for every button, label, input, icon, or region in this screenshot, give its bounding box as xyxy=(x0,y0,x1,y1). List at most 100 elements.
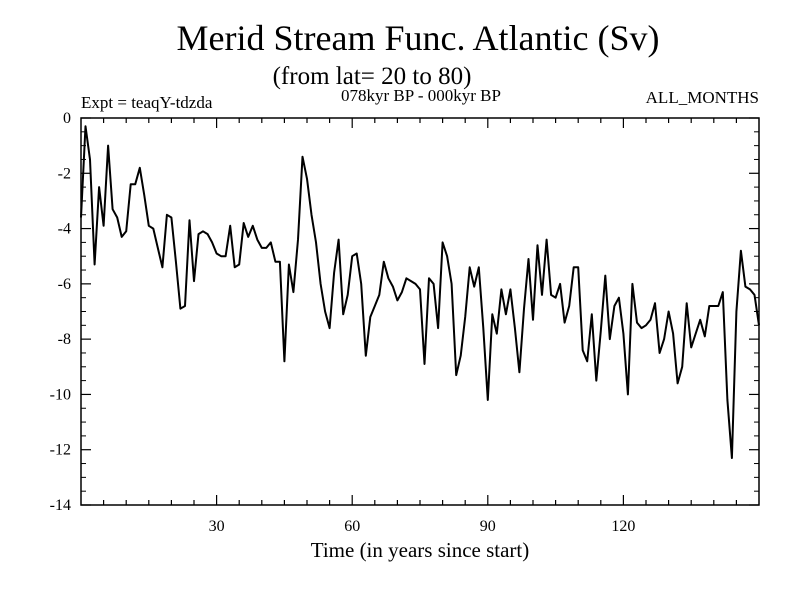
data-point xyxy=(704,335,706,337)
y-tick-label: -10 xyxy=(50,386,71,403)
data-point xyxy=(527,258,529,260)
data-point xyxy=(198,233,200,235)
data-point xyxy=(523,308,525,310)
chart-subtitle: (from lat= 20 to 80) xyxy=(273,63,472,90)
data-point xyxy=(573,266,575,268)
data-point xyxy=(487,399,489,401)
data-point xyxy=(509,288,511,290)
data-point xyxy=(419,288,421,290)
data-point xyxy=(148,225,150,227)
data-point xyxy=(315,241,317,243)
data-point xyxy=(469,266,471,268)
data-point xyxy=(609,338,611,340)
data-point xyxy=(324,311,326,313)
data-point xyxy=(374,305,376,307)
data-point xyxy=(216,252,218,254)
data-point xyxy=(708,305,710,307)
data-point xyxy=(188,219,190,221)
data-point xyxy=(695,333,697,335)
data-point xyxy=(292,291,294,293)
data-point xyxy=(546,239,548,241)
data-point xyxy=(193,280,195,282)
data-point xyxy=(121,236,123,238)
data-point xyxy=(166,214,168,216)
y-tick-label: -2 xyxy=(58,165,71,182)
data-point xyxy=(252,225,254,227)
data-point xyxy=(482,327,484,329)
data-point xyxy=(261,247,263,249)
data-point xyxy=(329,327,331,329)
data-point xyxy=(464,316,466,318)
data-point xyxy=(446,255,448,257)
data-point xyxy=(699,319,701,321)
data-point xyxy=(161,266,163,268)
data-point xyxy=(360,283,362,285)
data-point xyxy=(270,241,272,243)
data-point xyxy=(365,355,367,357)
data-point xyxy=(383,261,385,263)
data-point xyxy=(686,302,688,304)
data-point xyxy=(175,261,177,263)
data-point xyxy=(225,255,227,257)
data-point xyxy=(496,333,498,335)
data-point xyxy=(555,297,557,299)
data-point xyxy=(722,291,724,293)
data-point xyxy=(116,217,118,219)
data-point xyxy=(410,280,412,282)
data-point xyxy=(401,291,403,293)
data-point xyxy=(550,294,552,296)
data-point xyxy=(134,183,136,185)
data-point xyxy=(202,230,204,232)
data-point xyxy=(618,297,620,299)
data-point xyxy=(211,241,213,243)
data-point xyxy=(672,333,674,335)
data-point xyxy=(238,264,240,266)
data-point xyxy=(234,266,236,268)
data-point xyxy=(518,371,520,373)
data-point xyxy=(604,275,606,277)
data-point xyxy=(645,324,647,326)
data-point xyxy=(677,382,679,384)
data-point xyxy=(112,208,114,210)
data-point xyxy=(622,333,624,335)
data-point xyxy=(288,264,290,266)
data-point xyxy=(320,283,322,285)
data-point xyxy=(564,322,566,324)
data-point xyxy=(568,305,570,307)
y-tick-label: -8 xyxy=(58,331,71,348)
data-point xyxy=(595,380,597,382)
data-point xyxy=(396,299,398,301)
data-point xyxy=(279,261,281,263)
data-point xyxy=(125,230,127,232)
data-point xyxy=(342,313,344,315)
y-tick-label: -12 xyxy=(50,442,71,459)
y-tick-label: -14 xyxy=(50,497,71,514)
data-point xyxy=(753,294,755,296)
data-point xyxy=(143,194,145,196)
data-point xyxy=(229,225,231,227)
data-point xyxy=(663,338,665,340)
data-point xyxy=(577,266,579,268)
data-point xyxy=(107,145,109,147)
data-point xyxy=(537,244,539,246)
data-point xyxy=(442,241,444,243)
x-tick-label: 60 xyxy=(344,518,360,535)
data-point xyxy=(740,250,742,252)
data-point xyxy=(451,283,453,285)
y-axis: 0 -2 -4 -6 -8 -10 -12 -14 xyxy=(50,110,759,514)
data-point xyxy=(636,322,638,324)
y-tick-label: -6 xyxy=(58,276,71,293)
data-point xyxy=(265,247,267,249)
data-point xyxy=(243,222,245,224)
data-point xyxy=(600,330,602,332)
data-point xyxy=(640,327,642,329)
data-point xyxy=(627,393,629,395)
data-point xyxy=(735,311,737,313)
data-point xyxy=(338,239,340,241)
data-point xyxy=(690,346,692,348)
data-point xyxy=(378,294,380,296)
data-point xyxy=(387,277,389,279)
data-point xyxy=(433,283,435,285)
data-point xyxy=(514,327,516,329)
period-label: 078kyr BP - 000kyr BP xyxy=(341,86,501,105)
